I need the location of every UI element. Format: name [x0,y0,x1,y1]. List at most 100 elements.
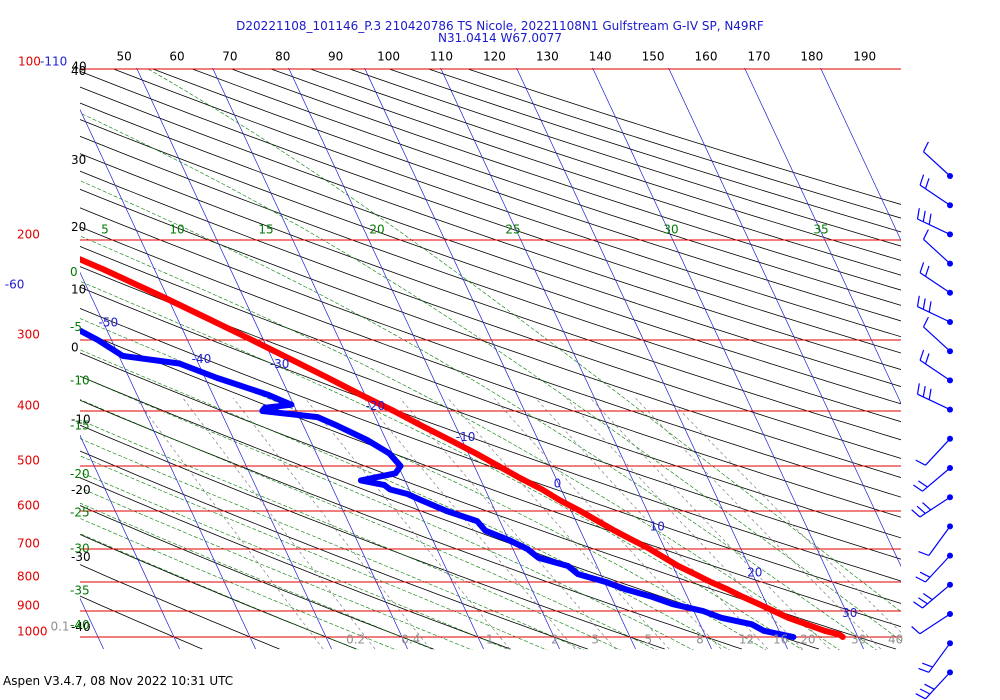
moist-adiabat-line [80,349,730,650]
wind-barb-flag [918,667,930,673]
wet-bulb-label: 0 [70,265,78,279]
top-axis-label: 120 [483,50,506,64]
mixing-ratio-line [399,398,616,650]
top-axis-label: 80 [275,50,290,64]
wind-barb-flag [916,295,920,307]
mixing-ratio-label: 1 [486,633,494,647]
wind-barb-shaft [922,467,951,492]
isotherm-label: -10 [456,430,476,444]
isotherm-label: 30 [842,606,857,620]
potential-temp-label: -40 [71,620,91,634]
top-corner-label: -110 [40,55,67,69]
isotherm-label: -40 [192,352,212,366]
wet-bulb-label: -25 [70,506,90,520]
dry-adiabat-line [80,245,901,539]
top-axis-label: 160 [695,50,718,64]
dry-adiabat-line [80,424,665,650]
dry-adiabat-line [270,68,901,276]
wind-barb-flag [922,502,932,511]
pressure-label: 600 [17,498,40,512]
wet-bulb-label: 25 [505,223,520,237]
chart-title-line-1: D20221108_101146_P.3 210420786 TS Nicole… [236,19,764,33]
wet-bulb-label: -30 [70,542,90,556]
dry-adiabat-line [80,286,901,582]
wind-barb-flag [919,688,931,695]
isotherm-line [592,68,864,650]
mixing-ratio-line [182,398,376,650]
mixing-ratio-line [304,398,511,650]
dry-adiabat-line [80,170,901,459]
moist-adiabat-line [80,419,621,650]
mixing-ratio-line [635,398,882,650]
wind-barb-flag [913,484,923,492]
potential-temp-label: 0 [71,341,79,355]
pressure-label: 200 [17,227,40,241]
top-axis-label: 60 [169,50,184,64]
potential-temp-label: -30 [71,550,91,564]
mixing-ratio-label: 0.4 [401,633,420,647]
wind-barb-flag [915,693,926,700]
wind-barb-shaft [919,359,951,381]
wind-barb-flag [919,262,925,273]
dry-adiabat-line [80,477,511,650]
temperature-trace [80,256,846,640]
wind-barb-shaft [919,184,951,206]
mixing-ratio-line [566,398,803,650]
dry-adiabat-line [80,595,203,650]
wet-bulb-label: -15 [70,418,90,432]
mixing-ratio-label: 8 [696,633,704,647]
isotherm-label: 0 [554,477,562,491]
wind-barb-shaft [923,326,951,352]
mixing-ratio-label: 0.1 [50,620,69,634]
wind-barb-shaft [919,613,951,635]
wind-barb-flag [922,141,929,152]
wind-barb-flag [916,383,920,395]
isotherm-label: -60 [5,277,25,291]
wind-barb-flag [928,213,932,225]
pressure-label: 400 [17,398,40,412]
wind-barb-flag [922,593,933,601]
wind-barb-shaft [919,272,951,294]
top-axis-label: 180 [800,50,823,64]
isotherm-label: -30 [270,357,290,371]
wet-bulb-label: 5 [101,223,109,237]
wind-barb-flag [922,316,929,328]
wet-bulb-label: 15 [258,223,273,237]
wind-barb-flag [928,301,932,313]
wind-barb-shaft [925,438,951,466]
dry-adiabat-line [80,399,742,650]
isotherm-line [0,56,28,649]
isotherm-line [80,271,256,650]
wind-barb-flag [928,388,932,400]
wet-bulb-label: -40 [70,618,90,632]
dry-adiabat-line [80,86,901,371]
wind-barb-shaft [928,642,951,673]
wind-barb-flag [922,385,926,398]
potential-temp-label: -10 [71,413,91,427]
dry-adiabat-line [80,226,901,518]
potential-temp-label: 30 [71,153,86,167]
pressure-label: 800 [17,569,40,583]
mixing-ratio-label: 12 [739,633,754,647]
potential-temp-label: 10 [71,283,86,297]
dry-adiabat-line [80,207,901,498]
wind-barb-flag [911,509,921,518]
dry-adiabat-line [80,329,901,628]
wet-bulb-label: 10 [169,223,184,237]
wind-barb-flag [916,208,920,220]
mixing-ratio-line [363,398,576,650]
wind-barb-flag [915,576,926,583]
wind-barb-flag [918,597,928,605]
pressure-label: 700 [17,537,40,551]
mixing-ratio-label: 0.2 [346,633,365,647]
moist-adiabat-line [80,487,473,650]
moist-adiabat-line [80,533,360,650]
pressure-label: 500 [17,454,40,468]
moist-adiabat-line [80,376,694,650]
dry-adiabat-line [310,68,901,261]
top-corner-label: 100 [18,55,41,69]
sounding-profiles [80,256,846,640]
isotherm-line [516,68,788,650]
isotherm-line [364,68,636,650]
